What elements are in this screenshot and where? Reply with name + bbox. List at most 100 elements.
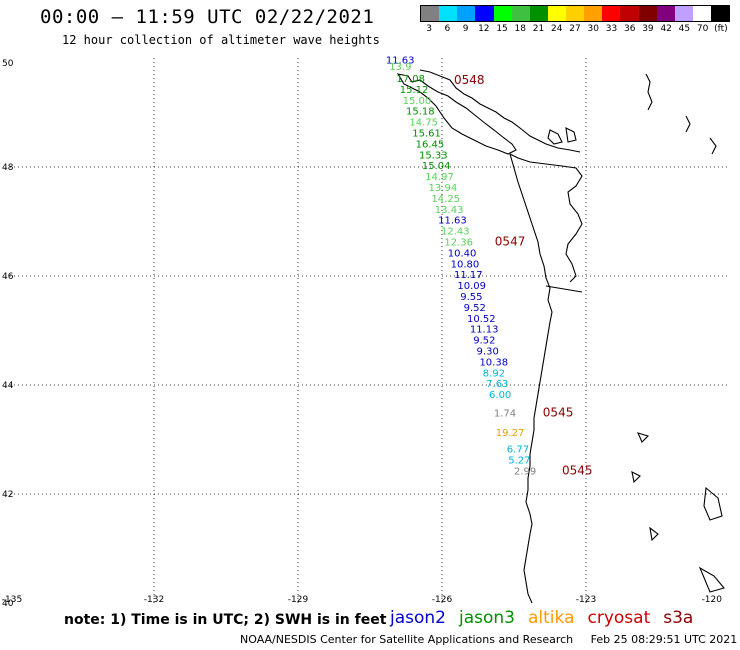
- scale-swatch: [566, 6, 585, 21]
- lon-tick-label: -132: [144, 595, 164, 605]
- scale-swatch: [620, 6, 639, 21]
- lat-tick-label: 40: [2, 599, 14, 609]
- wave-height-value: 7.63: [486, 379, 508, 390]
- wave-height-value: 1.74: [494, 409, 516, 420]
- scale-label: 33: [605, 24, 618, 34]
- san-juan-islands: [547, 127, 577, 145]
- satellite-legend-item: altika: [528, 608, 575, 628]
- satellite-legend: jason2 jason3 altika cryosat s3a: [390, 608, 706, 628]
- scale-swatch: [529, 6, 548, 21]
- wave-height-value: 13.43: [435, 205, 464, 216]
- lon-tick-label: -126: [432, 595, 453, 605]
- axis-labels: -135 -132 -129 -126 -123 -120 50 48 46 44 42 40: [2, 59, 722, 609]
- scale-swatch: [511, 6, 530, 21]
- wave-height-value: 9.30: [477, 346, 499, 357]
- scale-label: 15: [496, 24, 508, 34]
- wave-height-value: 14.25: [431, 194, 460, 205]
- scale-swatch: [584, 6, 603, 21]
- wave-height-value: 6.00: [489, 390, 511, 401]
- scale-label: 9: [462, 24, 469, 34]
- scale-swatch: [439, 6, 458, 21]
- wave-height-value: 9.52: [464, 303, 486, 314]
- us-west-coast: [509, 153, 553, 604]
- lat-tick-label: 50: [2, 59, 14, 69]
- lat-lon-grid: [10, 58, 730, 603]
- altimeter-map: -135 -132 -129 -126 -123 -120 50 48 46 44 42 40 11.…: [2, 55, 730, 609]
- lat-tick-label: 44: [2, 381, 14, 391]
- scale-label: 27: [569, 24, 581, 34]
- scale-swatch: [638, 6, 657, 21]
- scale-label: 6: [444, 24, 451, 34]
- pass-time-label: 0548: [454, 73, 485, 87]
- color-scale-labels: 3 6 9 12 15 18 21 24 27 30 33 36 39 42 45 70 (ft): [420, 22, 730, 36]
- scale-swatch: [547, 6, 566, 21]
- color-scale-bar: [420, 5, 730, 22]
- scale-swatch: [475, 6, 494, 21]
- scale-label: 36: [623, 24, 636, 34]
- wave-height-value: 12.43: [441, 227, 470, 238]
- scale-label: (ft): [714, 24, 728, 34]
- note-text: note: 1) Time is in UTC; 2) SWH is in fe…: [64, 612, 387, 628]
- wave-height-value: 11.63: [386, 55, 415, 66]
- scale-swatch: [711, 6, 730, 21]
- satellite-legend-item: jason3: [459, 608, 515, 628]
- pass-time-label: 0545: [562, 463, 593, 477]
- scale-swatch: [421, 6, 440, 21]
- scale-swatch: [692, 6, 711, 21]
- wave-height-value: 11.13: [470, 325, 499, 336]
- vancouver-island: [396, 73, 517, 155]
- wave-height-value: 10.80: [451, 259, 480, 270]
- scale-label: 39: [642, 24, 654, 34]
- wave-height-value: 9.55: [460, 292, 482, 303]
- scale-label: 18: [514, 24, 527, 34]
- wave-height-value: 15.61: [412, 128, 441, 139]
- scale-swatch: [493, 6, 512, 21]
- wave-height-value: 14.75: [409, 118, 438, 129]
- wave-height-value: 19.27: [496, 428, 525, 439]
- wave-height-value: 5.27: [508, 455, 530, 466]
- inland-lake-1: [645, 73, 653, 111]
- wave-height-value: 6.77: [507, 445, 529, 456]
- pass-time-labels: 0548 0547 0545 0545: [454, 73, 593, 477]
- pass-time-label: 0547: [495, 234, 526, 248]
- wave-height-value: 8.92: [483, 368, 505, 379]
- wave-height-value: 12.36: [444, 237, 473, 248]
- scale-label: 3: [426, 24, 432, 34]
- wave-height-value: 11.63: [438, 216, 467, 227]
- coastline: [396, 69, 725, 604]
- wave-height-value: 15.12: [400, 85, 429, 96]
- scale-label: 45: [678, 24, 691, 34]
- lon-tick-label: -135: [2, 595, 22, 605]
- wave-height-value: 15.33: [419, 150, 448, 161]
- scale-label: 42: [660, 24, 672, 34]
- lon-tick-label: -129: [288, 595, 309, 605]
- bc-mainland-coast: [419, 69, 581, 153]
- wave-height-value: 15.04: [422, 161, 451, 172]
- inland-lake-6: [703, 486, 723, 521]
- footer: NOAA/NESDIS Center for Satellite Applica…: [240, 633, 737, 646]
- map-title: 00:00 – 11:59 UTC 02/22/2021: [40, 6, 375, 28]
- inland-lake-3: [709, 137, 717, 155]
- pass-time-label: 0545: [543, 406, 574, 420]
- scale-swatch: [674, 6, 693, 21]
- satellite-legend-item: s3a: [663, 608, 694, 628]
- inland-lake-2: [685, 115, 691, 133]
- scale-label: 21: [532, 24, 545, 34]
- wave-height-value: 11.17: [454, 270, 483, 281]
- inland-lake-5: [631, 471, 641, 484]
- inland-lake-4: [637, 432, 650, 443]
- lon-tick-label: -120: [702, 595, 723, 605]
- wave-height-value: 15.18: [406, 107, 435, 118]
- scale-label: 30: [587, 24, 599, 34]
- columbia-river: [545, 285, 583, 293]
- lat-tick-label: 42: [2, 490, 13, 500]
- wave-height-value: 10.09: [457, 281, 486, 292]
- satellite-legend-item: cryosat: [587, 608, 651, 628]
- color-scale: 3 6 9 12 15 18 21 24 27 30 33 36 39 42 45 70 (ft): [420, 5, 730, 35]
- footer-timestamp: Feb 25 08:29:51 UTC 2021: [590, 633, 738, 646]
- wave-height-value: 13.9: [389, 62, 411, 73]
- inland-lake-8: [698, 566, 725, 593]
- wave-height-value: 13.94: [429, 183, 458, 194]
- scale-label: 24: [551, 24, 563, 34]
- scale-swatch: [602, 6, 621, 21]
